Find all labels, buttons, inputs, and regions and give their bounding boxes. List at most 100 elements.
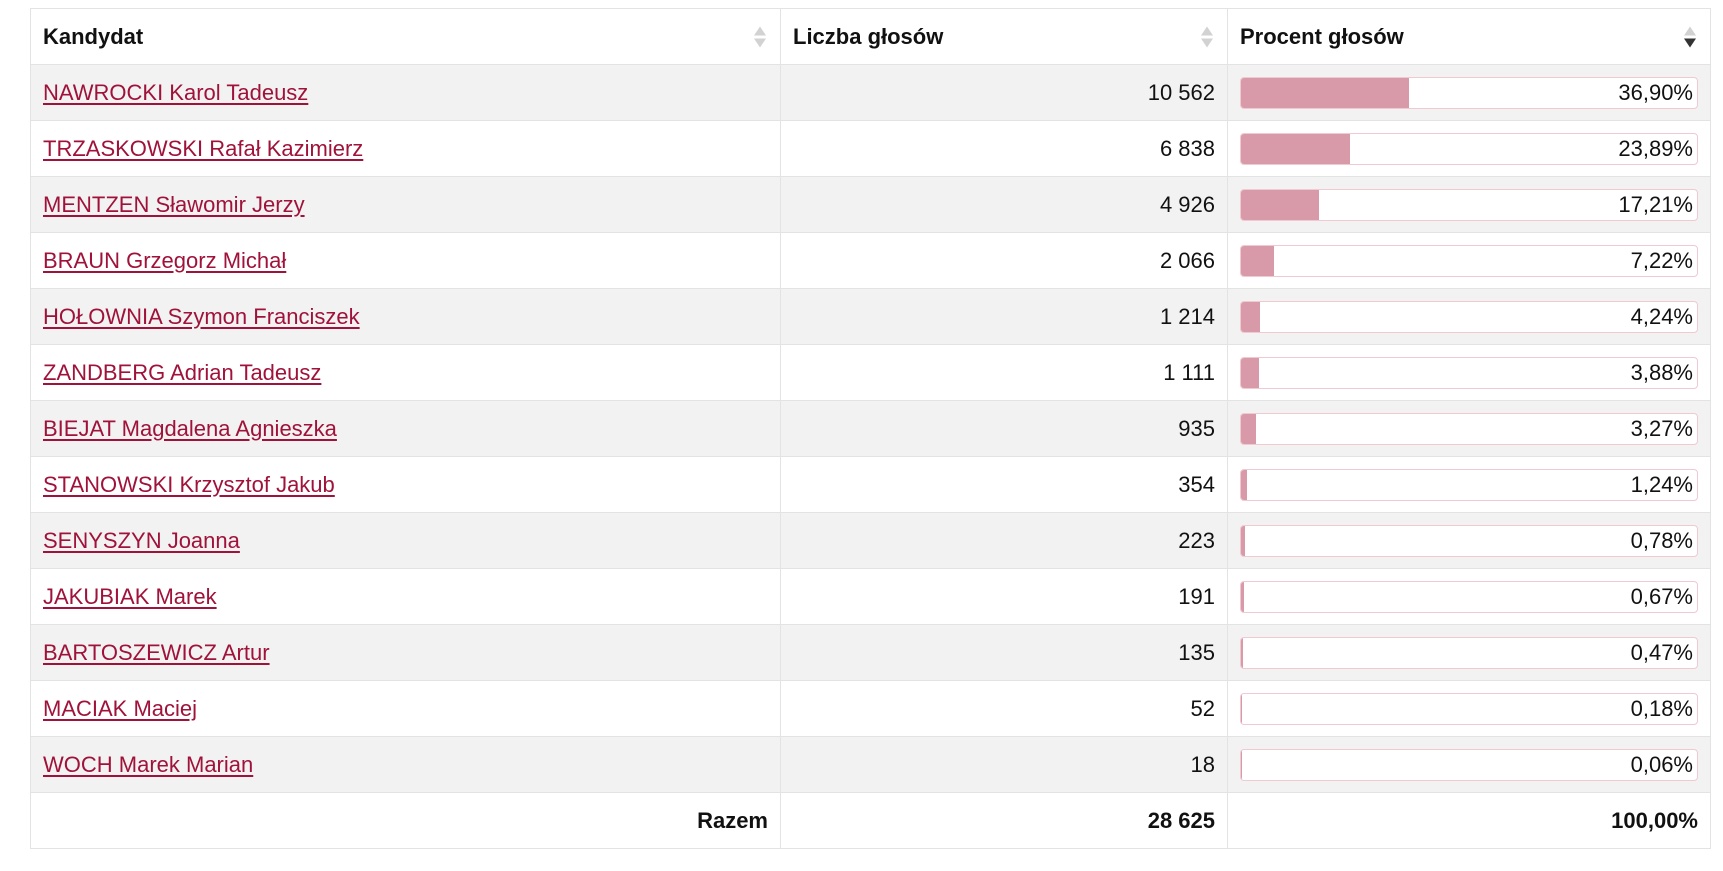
candidate-link[interactable]: SENYSZYN Joanna (43, 527, 240, 553)
table-footer: Razem 28 625 100,00% (30, 792, 1711, 849)
percent-label: 0,47% (1630, 639, 1693, 665)
column-header-votes[interactable]: Liczba głosów (780, 8, 1228, 65)
column-header-label: Kandydat (43, 23, 144, 49)
votes-cell: 1 214 (780, 288, 1228, 345)
votes-cell: 2 066 (780, 232, 1228, 289)
table-row: MENTZEN Sławomir Jerzy 4 926 17,21% (30, 176, 1711, 233)
table-row: ZANDBERG Adrian Tadeusz 1 111 3,88% (30, 344, 1711, 401)
percent-label: 23,89% (1618, 135, 1693, 161)
votes-cell: 10 562 (780, 64, 1228, 121)
candidate-link[interactable]: MENTZEN Sławomir Jerzy (43, 191, 305, 217)
table-row: SENYSZYN Joanna 223 0,78% (30, 512, 1711, 569)
table-row: BIEJAT Magdalena Agnieszka 935 3,27% (30, 400, 1711, 457)
percent-cell: 3,88% (1227, 344, 1711, 401)
percent-bar-fill (1241, 749, 1242, 780)
percent-bar-fill (1241, 357, 1259, 388)
percent-cell: 0,67% (1227, 568, 1711, 625)
sort-arrows-icon[interactable] (754, 26, 766, 47)
percent-cell: 0,06% (1227, 736, 1711, 793)
percent-label: 1,24% (1630, 471, 1693, 497)
candidate-link[interactable]: JAKUBIAK Marek (43, 583, 217, 609)
candidate-link[interactable]: BARTOSZEWICZ Artur (43, 639, 270, 665)
column-header-label: Liczba głosów (793, 23, 944, 49)
candidate-link[interactable]: NAWROCKI Karol Tadeusz (43, 79, 309, 105)
votes-cell: 6 838 (780, 120, 1228, 177)
percent-bar: 3,27% (1240, 412, 1698, 445)
percent-bar: 0,78% (1240, 524, 1698, 557)
percent-bar-fill (1241, 245, 1274, 276)
candidate-cell: NAWROCKI Karol Tadeusz (30, 64, 781, 121)
total-row: Razem 28 625 100,00% (30, 792, 1711, 849)
total-percent: 100,00% (1227, 792, 1711, 849)
percent-bar: 1,24% (1240, 468, 1698, 501)
votes-cell: 191 (780, 568, 1228, 625)
percent-bar: 0,47% (1240, 636, 1698, 669)
column-header-candidate[interactable]: Kandydat (30, 8, 781, 65)
candidate-cell: BIEJAT Magdalena Agnieszka (30, 400, 781, 457)
candidate-cell: BARTOSZEWICZ Artur (30, 624, 781, 681)
percent-label: 0,06% (1630, 751, 1693, 777)
candidate-link[interactable]: MACIAK Maciej (43, 695, 198, 721)
table-row: JAKUBIAK Marek 191 0,67% (30, 568, 1711, 625)
votes-cell: 935 (780, 400, 1228, 457)
candidate-link[interactable]: HOŁOWNIA Szymon Franciszek (43, 303, 360, 329)
table-header: Kandydat Liczba głosów Procent głosów (30, 8, 1711, 65)
candidate-link[interactable]: ZANDBERG Adrian Tadeusz (43, 359, 322, 385)
candidate-cell: TRZASKOWSKI Rafał Kazimierz (30, 120, 781, 177)
percent-bar-fill (1241, 693, 1242, 724)
table-body: NAWROCKI Karol Tadeusz 10 562 36,90% TRZASK… (30, 64, 1711, 793)
candidate-cell: ZANDBERG Adrian Tadeusz (30, 344, 781, 401)
candidate-link[interactable]: TRZASKOWSKI Rafał Kazimierz (43, 135, 364, 161)
candidate-cell: SENYSZYN Joanna (30, 512, 781, 569)
candidate-cell: HOŁOWNIA Szymon Franciszek (30, 288, 781, 345)
candidate-link[interactable]: BRAUN Grzegorz Michał (43, 247, 287, 273)
table-row: BRAUN Grzegorz Michał 2 066 7,22% (30, 232, 1711, 289)
results-table: Kandydat Liczba głosów Procent głosów NA… (30, 8, 1711, 849)
votes-cell: 135 (780, 624, 1228, 681)
candidate-link[interactable]: WOCH Marek Marian (43, 751, 254, 777)
percent-bar-fill (1241, 77, 1410, 108)
table-row: STANOWSKI Krzysztof Jakub 354 1,24% (30, 456, 1711, 513)
percent-cell: 0,47% (1227, 624, 1711, 681)
table-row: NAWROCKI Karol Tadeusz 10 562 36,90% (30, 64, 1711, 121)
percent-label: 0,78% (1630, 527, 1693, 553)
percent-cell: 7,22% (1227, 232, 1711, 289)
percent-bar: 0,18% (1240, 692, 1698, 725)
sort-arrows-icon[interactable] (1201, 26, 1213, 47)
percent-bar: 36,90% (1240, 76, 1698, 109)
candidate-link[interactable]: STANOWSKI Krzysztof Jakub (43, 471, 335, 497)
candidate-cell: JAKUBIAK Marek (30, 568, 781, 625)
percent-bar: 3,88% (1240, 356, 1698, 389)
votes-cell: 18 (780, 736, 1228, 793)
column-header-percent[interactable]: Procent głosów (1227, 8, 1711, 65)
table-row: TRZASKOWSKI Rafał Kazimierz 6 838 23,89% (30, 120, 1711, 177)
sort-descending-icon[interactable] (1684, 26, 1696, 47)
percent-bar: 17,21% (1240, 188, 1698, 221)
percent-cell: 0,18% (1227, 680, 1711, 737)
percent-cell: 23,89% (1227, 120, 1711, 177)
votes-cell: 354 (780, 456, 1228, 513)
table-row: MACIAK Maciej 52 0,18% (30, 680, 1711, 737)
candidate-cell: MENTZEN Sławomir Jerzy (30, 176, 781, 233)
table-row: HOŁOWNIA Szymon Franciszek 1 214 4,24% (30, 288, 1711, 345)
percent-cell: 0,78% (1227, 512, 1711, 569)
percent-label: 4,24% (1630, 303, 1693, 329)
percent-bar-fill (1241, 581, 1245, 612)
percent-bar: 23,89% (1240, 132, 1698, 165)
percent-cell: 1,24% (1227, 456, 1711, 513)
candidate-cell: WOCH Marek Marian (30, 736, 781, 793)
percent-label: 0,67% (1630, 583, 1693, 609)
percent-bar-fill (1241, 525, 1245, 556)
votes-cell: 1 111 (780, 344, 1228, 401)
table-row: WOCH Marek Marian 18 0,06% (30, 736, 1711, 793)
percent-bar-fill (1241, 133, 1350, 164)
candidate-cell: MACIAK Maciej (30, 680, 781, 737)
percent-bar-fill (1241, 301, 1261, 332)
percent-label: 3,27% (1630, 415, 1693, 441)
percent-cell: 36,90% (1227, 64, 1711, 121)
percent-label: 36,90% (1618, 79, 1693, 105)
candidate-cell: STANOWSKI Krzysztof Jakub (30, 456, 781, 513)
percent-bar: 7,22% (1240, 244, 1698, 277)
candidate-link[interactable]: BIEJAT Magdalena Agnieszka (43, 415, 337, 441)
votes-cell: 52 (780, 680, 1228, 737)
